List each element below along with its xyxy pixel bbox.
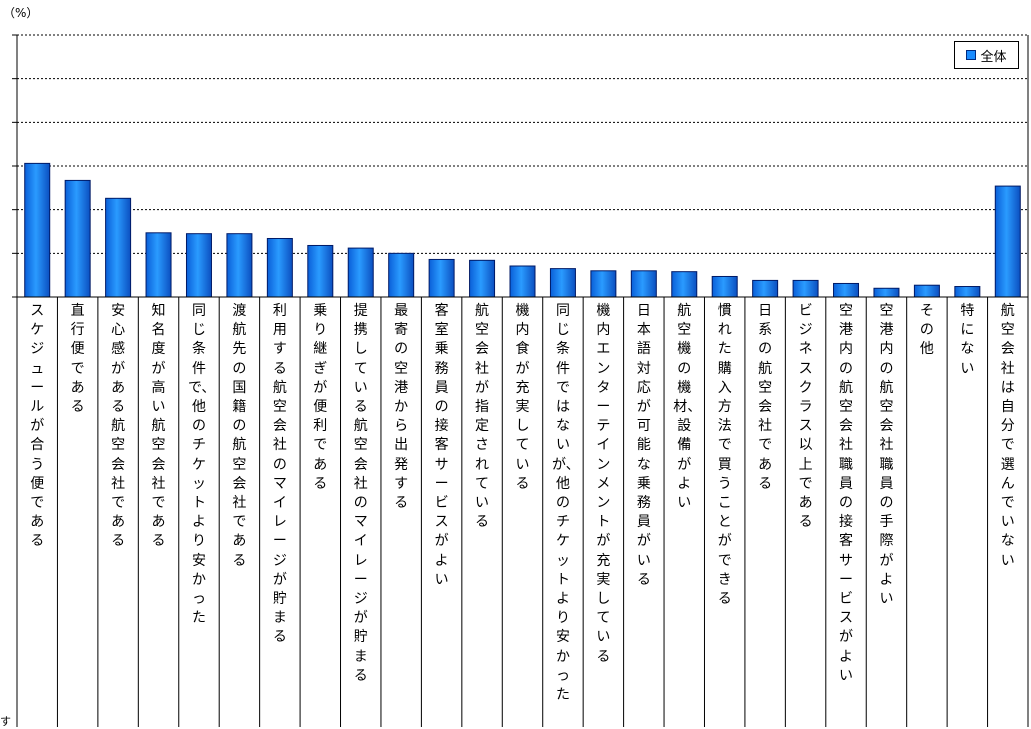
bar xyxy=(469,259,496,298)
y-axis-unit-label: （%） xyxy=(3,6,39,20)
category-label: 航空会社が指定されている xyxy=(475,303,490,531)
category-label: ビジネスクラス以上である xyxy=(798,303,813,531)
category-label: 乗り継ぎが便利である xyxy=(313,303,328,492)
bar xyxy=(509,265,536,298)
category-label: 同じ条件ではないが、他のチケットより安かった xyxy=(551,303,580,704)
bar xyxy=(913,284,940,298)
category-label: 同じ条件で、他のチケットより安かった xyxy=(187,303,216,627)
category-label: 空港内の航空会社職員の接客サービスがよい xyxy=(839,303,854,684)
bar xyxy=(994,185,1021,298)
category-label: 渡航先の国籍の航空会社である xyxy=(232,303,247,569)
category-label: 直行便である xyxy=(70,303,85,416)
category-label: 最寄の空港から出発する xyxy=(394,303,409,512)
bar xyxy=(226,233,253,298)
category-label: 機内エンターテインメントが充実している xyxy=(596,303,611,665)
bar xyxy=(347,247,374,298)
category-label: 提携している航空会社のマイレージが貯まる xyxy=(353,303,368,684)
category-label: 空港内の航空会社職員の手際がよい xyxy=(879,303,894,608)
bar xyxy=(711,275,738,298)
bar xyxy=(24,162,51,298)
bar xyxy=(630,270,657,298)
category-label: スケジュールが合う便である xyxy=(30,303,45,550)
category-label: 知名度が高い航空会社である xyxy=(151,303,166,550)
bar xyxy=(873,287,900,298)
category-label: 機内食が充実している xyxy=(515,303,530,492)
bar xyxy=(64,179,91,298)
bar xyxy=(105,197,132,298)
bar xyxy=(428,258,455,298)
category-label: 慣れた購入方法で買うことができる xyxy=(717,303,732,608)
bar xyxy=(752,279,779,298)
category-label: 特にない xyxy=(960,303,975,377)
category-label: 日本語対応が可能な乗務員がいる xyxy=(636,303,651,588)
category-label: 安心感がある航空会社である xyxy=(111,303,126,550)
bar xyxy=(549,268,576,298)
category-label: その他 xyxy=(919,303,934,358)
legend-swatch xyxy=(966,50,977,60)
bar xyxy=(954,286,981,298)
category-label: 客室乗務員の接客サービスがよい xyxy=(434,303,449,588)
legend-label: 全体 xyxy=(980,49,1007,65)
category-label: 利用する航空会社のマイレージが貯まる xyxy=(272,303,287,646)
category-label: 航空機の機材、設備がよい xyxy=(673,303,702,512)
bar xyxy=(671,271,698,298)
bar xyxy=(792,279,819,298)
legend: 全体 xyxy=(954,41,1019,69)
category-label: 航空会社は自分で選んでいない xyxy=(1000,303,1015,569)
category-label: 日系の航空会社である xyxy=(758,303,773,492)
y-axis-partial-char: す xyxy=(0,715,11,728)
bar xyxy=(388,252,415,298)
bar xyxy=(833,282,860,298)
bar xyxy=(266,237,293,298)
bar xyxy=(307,244,334,298)
bar xyxy=(145,232,172,298)
bar xyxy=(590,270,617,298)
bar xyxy=(185,233,212,298)
